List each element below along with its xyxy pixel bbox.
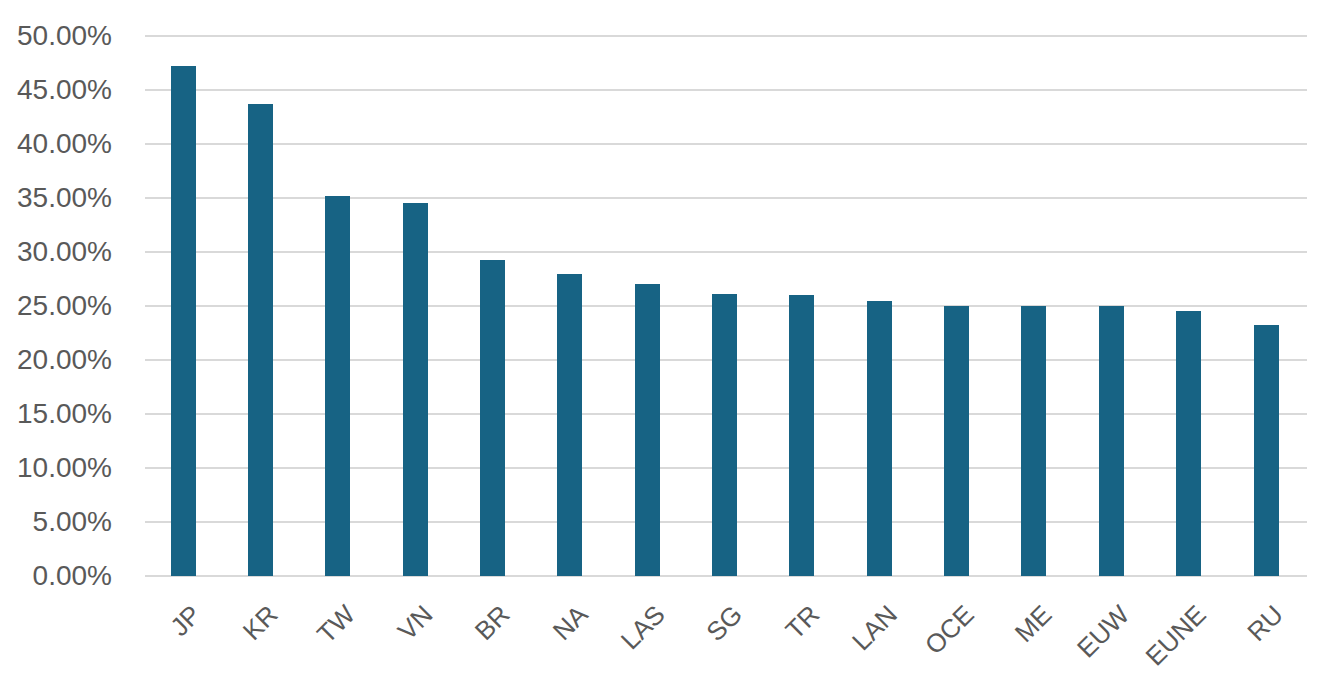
- bar-BR: [480, 260, 505, 576]
- y-tick-label: 30.00%: [17, 238, 112, 266]
- gridline: [145, 197, 1307, 199]
- x-tick-label: SG: [701, 600, 747, 646]
- y-tick-label: 15.00%: [17, 400, 112, 428]
- x-tick-label: LAN: [846, 600, 902, 656]
- x-tick-label: NA: [547, 600, 592, 645]
- y-tick-label: 20.00%: [17, 346, 112, 374]
- x-tick-label: RU: [1242, 600, 1288, 646]
- y-tick-label: 45.00%: [17, 76, 112, 104]
- bar-NA: [557, 274, 582, 576]
- gridline: [145, 35, 1307, 37]
- y-tick-label: 10.00%: [17, 454, 112, 482]
- bar-LAN: [867, 301, 892, 576]
- x-tick-label: BR: [470, 600, 515, 645]
- bar-EUNE: [1176, 311, 1201, 576]
- x-tick-label: EUNE: [1141, 600, 1212, 671]
- x-tick-label: JP: [165, 600, 206, 641]
- gridline: [145, 143, 1307, 145]
- x-tick-label: ME: [1009, 600, 1056, 647]
- y-tick-label: 25.00%: [17, 292, 112, 320]
- x-tick-label: VN: [393, 600, 438, 645]
- y-tick-label: 40.00%: [17, 130, 112, 158]
- bar-RU: [1254, 325, 1279, 576]
- bar-TW: [325, 196, 350, 576]
- x-tick-label: KR: [238, 600, 283, 645]
- bar-chart: 0.00% 5.00% 10.00% 15.00% 20.00% 25.00% 30.00%…: [0, 0, 1321, 694]
- gridline: [145, 89, 1307, 91]
- bar-LAS: [635, 284, 660, 576]
- bar-VN: [403, 203, 428, 576]
- x-tick-label: TR: [780, 600, 824, 644]
- x-tick-label: LAS: [615, 600, 670, 655]
- x-tick-label: EUW: [1071, 600, 1134, 663]
- bar-EUW: [1099, 306, 1124, 576]
- gridline: [145, 251, 1307, 253]
- bar-KR: [248, 104, 273, 576]
- y-tick-label: 0.00%: [33, 562, 112, 590]
- y-tick-label: 35.00%: [17, 184, 112, 212]
- y-tick-label: 50.00%: [17, 22, 112, 50]
- bar-ME: [1021, 306, 1046, 576]
- bar-JP: [171, 66, 196, 576]
- y-tick-label: 5.00%: [33, 508, 112, 536]
- bar-OCE: [944, 306, 969, 576]
- x-tick-label: TW: [312, 600, 360, 648]
- bar-TR: [789, 295, 814, 576]
- bar-SG: [712, 294, 737, 576]
- x-tick-label: OCE: [920, 600, 980, 660]
